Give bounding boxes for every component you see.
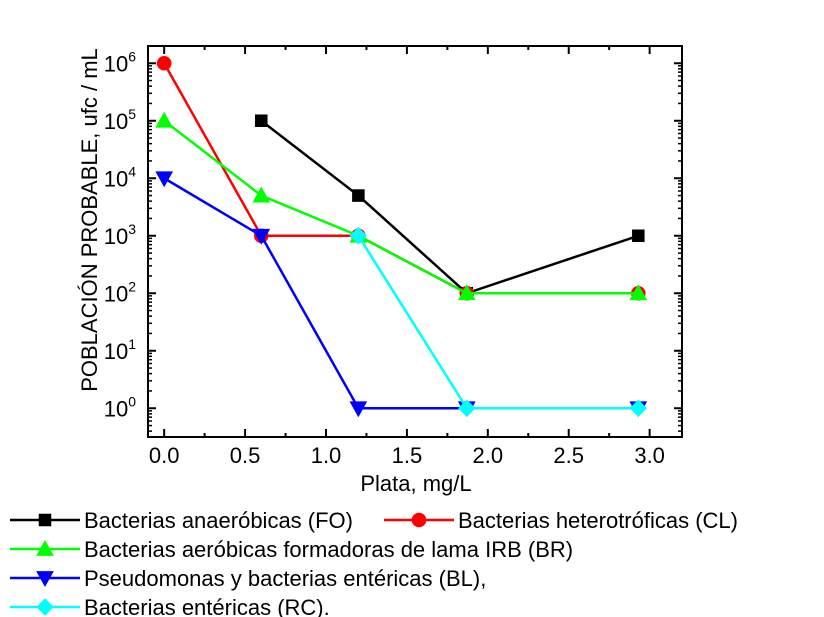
data-point	[629, 284, 648, 301]
y-tick-label: 101	[104, 336, 136, 364]
legend-item: Bacterias anaeróbicas (FO)	[10, 508, 353, 533]
y-tick-label: 103	[104, 221, 136, 249]
data-point	[155, 171, 174, 188]
x-tick-label: 0.5	[230, 443, 261, 468]
data-point	[632, 229, 645, 243]
y-tick-label: 105	[104, 106, 136, 134]
data-point	[252, 186, 271, 203]
y-tick-label: 100	[104, 393, 136, 421]
legend-marker	[411, 512, 427, 528]
x-axis-title: Plata, mg/L	[360, 471, 471, 496]
legend-item: Bacterias heterotróficas (CL)	[384, 508, 738, 533]
data-point	[629, 399, 648, 417]
y-tick-label: 102	[104, 278, 136, 306]
legend-marker	[36, 571, 54, 588]
data-point	[458, 399, 476, 417]
legend-marker	[36, 539, 54, 556]
legend-label: Bacterias anaeróbicas (FO)	[84, 508, 353, 533]
legend-label: Bacterias aeróbicas formadoras de lama I…	[84, 537, 573, 562]
data-point	[156, 55, 172, 71]
series-5	[349, 227, 648, 417]
legend-item: Bacterias aeróbicas formadoras de lama I…	[10, 537, 573, 562]
data-point	[255, 114, 268, 128]
legend-label: Bacterias heterotróficas (CL)	[458, 508, 738, 533]
series-3	[155, 111, 648, 301]
legend-label: Bacterias entéricas (RC).	[84, 595, 330, 617]
series-1	[255, 114, 645, 300]
x-tick-label: 1.5	[392, 443, 423, 468]
legend-item: Pseudomonas y bacterias entéricas (BL),	[10, 566, 486, 591]
legend-marker	[38, 513, 52, 527]
series-line	[163, 119, 639, 295]
y-tick-label: 104	[104, 163, 136, 191]
plot-frame	[147, 45, 683, 438]
x-tick-label: 1.0	[311, 443, 342, 468]
x-tick-label: 0.0	[149, 443, 180, 468]
series-2	[156, 55, 646, 301]
series-line	[260, 119, 639, 295]
legend-item: Bacterias entéricas (RC).	[10, 595, 330, 617]
x-tick-label: 3.0	[634, 443, 665, 468]
x-tick-label: 2.0	[473, 443, 504, 468]
y-tick-label: 106	[104, 48, 136, 76]
legend-label: Pseudomonas y bacterias entéricas (BL),	[84, 566, 486, 591]
y-axis-title: POBLACIÓN PROBABLE, ufc / mL	[77, 48, 102, 392]
x-tick-label: 2.5	[553, 443, 584, 468]
data-point	[349, 401, 368, 418]
data-point	[457, 284, 476, 301]
data-point	[349, 227, 368, 245]
data-point	[155, 111, 174, 128]
data-point	[352, 189, 365, 202]
legend-marker	[36, 598, 54, 616]
series-line	[357, 235, 639, 410]
data-point	[252, 228, 271, 245]
